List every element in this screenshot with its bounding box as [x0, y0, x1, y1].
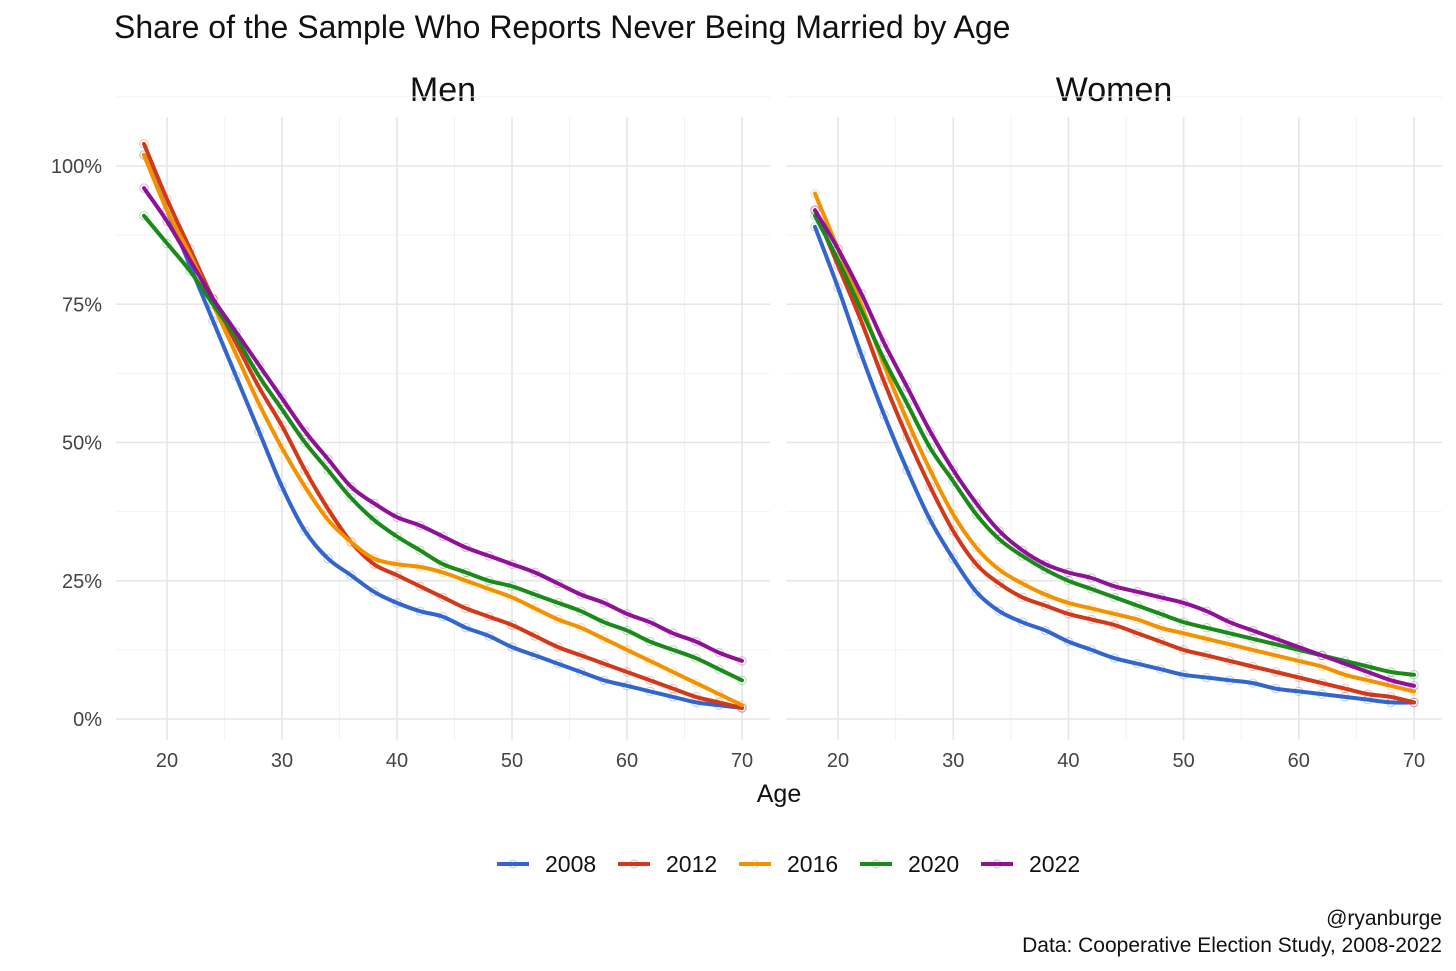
data-point-2008	[994, 606, 1005, 616]
panels: Men 0% 25% 50% 75% 100% 20 30 40 50 60 70 Women 20 30 4…	[51, 71, 1442, 772]
chart-title: Share of the Sample Who Reports Never Be…	[114, 9, 1010, 45]
x-axis-title: Age	[757, 780, 801, 808]
legend-label: 2022	[1029, 851, 1080, 877]
data-point-2016	[323, 515, 333, 525]
y-tick-label: 25%	[62, 571, 102, 593]
legend-point-2012	[629, 859, 639, 869]
data-point-2016	[300, 482, 310, 492]
data-point-2022	[323, 454, 333, 464]
legend-point-2020	[871, 859, 881, 869]
data-point-2020	[162, 238, 172, 249]
y-tick-label: 75%	[62, 294, 102, 316]
x-tick-label: 30	[271, 750, 293, 772]
data-point-2020	[346, 493, 356, 503]
panel-men: Men 0% 25% 50% 75% 100% 20 30 40 50 60 70	[51, 71, 770, 772]
y-tick-label: 50%	[62, 433, 102, 455]
x-tick-label: 40	[386, 750, 408, 772]
data-point-2016	[971, 542, 981, 553]
data-point-2008	[369, 587, 379, 597]
data-point-2022	[948, 465, 958, 475]
data-point-2022	[300, 426, 310, 437]
legend-label: 2008	[545, 851, 596, 877]
data-point-2020	[300, 437, 310, 448]
series-line-2022	[142, 186, 744, 663]
data-point-2020	[925, 443, 935, 453]
data-point-2012	[948, 526, 958, 536]
series-line-2016	[813, 191, 1416, 694]
x-tick-label: 20	[827, 750, 849, 772]
legend: 2008 2012 2016 2020 2022	[497, 851, 1080, 877]
data-point-2008	[971, 587, 981, 597]
series-line-2022	[813, 208, 1416, 688]
series-line-2020	[813, 213, 1416, 677]
panel-title: Men	[410, 71, 476, 109]
x-tick-label: 20	[156, 750, 178, 772]
x-tick-label: 50	[501, 750, 523, 772]
x-tick-label: 30	[942, 750, 964, 772]
legend-label: 2016	[787, 851, 838, 877]
data-point-2012	[277, 421, 287, 431]
series-line-2008	[813, 224, 1416, 705]
data-point-2012	[346, 537, 356, 547]
data-point-2020	[994, 534, 1005, 544]
data-point-2022	[277, 393, 287, 403]
series-line-2008	[142, 152, 744, 710]
data-point-2012	[323, 504, 333, 514]
legend-point-2022	[992, 859, 1002, 869]
x-tick-label: 60	[616, 750, 638, 772]
x-tick-label: 70	[1403, 750, 1425, 772]
data-point-2020	[415, 545, 425, 556]
data-point-2022	[346, 482, 356, 492]
series-line-2012	[813, 208, 1416, 705]
data-point-2016	[277, 443, 287, 453]
legend-label: 2020	[908, 851, 959, 877]
x-tick-label: 60	[1288, 750, 1310, 772]
series-line-2016	[142, 152, 744, 708]
y-tick-label: 100%	[51, 156, 102, 178]
legend-label: 2012	[666, 851, 717, 877]
data-point-2022	[139, 183, 149, 193]
data-point-2020	[369, 515, 379, 525]
y-tick-label: 0%	[73, 709, 102, 731]
caption-handle: @ryanburge	[1326, 907, 1442, 930]
data-point-2020	[948, 476, 958, 486]
series-line-2012	[142, 141, 744, 710]
data-point-2022	[994, 526, 1005, 536]
data-point-2008	[300, 526, 310, 536]
data-point-2020	[971, 509, 981, 520]
data-point-2020	[323, 465, 333, 475]
panel-women: Women 20 30 40 50 60 70	[786, 71, 1442, 772]
series-line-2020	[142, 213, 744, 683]
data-point-2008	[323, 553, 333, 564]
data-point-2012	[254, 382, 264, 392]
data-point-2008	[948, 553, 958, 564]
data-point-2020	[392, 531, 402, 542]
data-point-2016	[994, 564, 1005, 575]
legend-point-2008	[508, 859, 518, 869]
data-point-2016	[948, 509, 958, 520]
data-point-2016	[346, 537, 356, 547]
legend-point-2016	[750, 859, 760, 869]
data-point-2008	[346, 570, 356, 580]
data-point-2022	[971, 498, 981, 509]
panel-title: Women	[1056, 71, 1173, 109]
x-tick-label: 70	[731, 750, 753, 772]
x-tick-label: 50	[1172, 750, 1194, 772]
x-tick-label: 40	[1057, 750, 1079, 772]
data-point-2012	[971, 559, 981, 569]
data-point-2020	[139, 211, 149, 221]
data-point-2022	[254, 360, 264, 370]
data-point-2020	[277, 404, 287, 415]
data-point-2022	[369, 498, 379, 509]
data-point-2012	[994, 578, 1005, 589]
caption-source: Data: Cooperative Election Study, 2008-2…	[1022, 934, 1442, 957]
